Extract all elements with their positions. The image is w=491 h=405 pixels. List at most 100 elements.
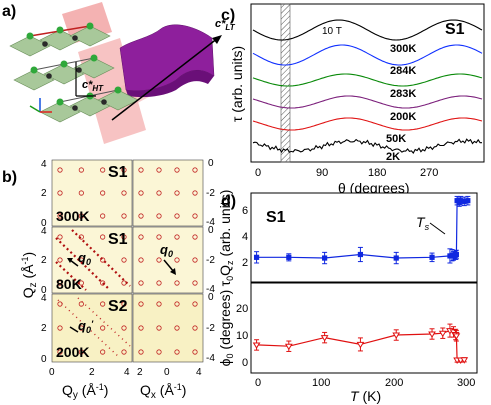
- svg-text:0: 0: [255, 167, 261, 179]
- bragg-peak: [192, 301, 198, 307]
- bragg-peak: [156, 234, 162, 240]
- bragg-peak: [100, 349, 106, 355]
- panel-b-left-yticks: 4 2 0 4 2 0 4 2 0: [41, 159, 47, 365]
- bragg-peak: [192, 280, 198, 286]
- bragg-peak: [57, 167, 63, 173]
- svg-text:4: 4: [124, 367, 130, 378]
- phi-point: [320, 335, 329, 342]
- panel-b-ylabel: Qz (Å-1): [20, 252, 39, 298]
- panel-d-bottom-yticks: 0 10 20: [236, 303, 248, 369]
- bragg-peak: [78, 213, 84, 219]
- panel-b-label: b): [2, 169, 17, 186]
- panel-c-xlabel: θ (degrees): [338, 180, 410, 196]
- bragg-peak: [156, 349, 162, 355]
- map-s1-300k-right: [132, 159, 204, 227]
- svg-text:0: 0: [208, 292, 214, 303]
- bragg-peak: [156, 280, 162, 286]
- panel-a: c*LT c*HT a): [2, 2, 236, 144]
- svg-text:200: 200: [385, 377, 403, 389]
- curve-labels: 300K 284K 283K 200K 50K 2K: [386, 43, 416, 163]
- panel-c: c) 10 T S1 300K 284K 283K 200K 50K 2K 0 …: [221, 3, 485, 196]
- map-s1-80k-right: [132, 226, 204, 294]
- bragg-peak: [138, 349, 144, 355]
- bragg-peak: [57, 325, 63, 331]
- panel-d-bottom-ylabel: ϕ0 (degrees): [217, 290, 235, 367]
- map-s2-200k-right: [132, 293, 204, 363]
- bragg-peak: [78, 349, 84, 355]
- bragg-peak: [57, 190, 63, 196]
- panel-d: d) S1 Ts 2 4 6 0 10 20 0 100 200 300 τ0Q…: [217, 190, 478, 404]
- tau-point: [458, 198, 464, 204]
- bragg-peak: [57, 280, 63, 286]
- bragg-peak: [174, 167, 180, 173]
- bragg-peak: [192, 325, 198, 331]
- svg-text:2: 2: [41, 188, 47, 199]
- phi-line: [256, 329, 465, 361]
- bragg-peak: [138, 257, 144, 263]
- bragg-peak: [57, 213, 63, 219]
- torque-curves: [252, 19, 483, 154]
- bragg-peak: [156, 213, 162, 219]
- bragg-peak: [121, 234, 127, 240]
- torque-curve-50K: [252, 117, 483, 131]
- bragg-peak: [156, 257, 162, 263]
- svg-text:2: 2: [41, 255, 47, 266]
- svg-text:4: 4: [41, 159, 47, 170]
- svg-text:4: 4: [242, 231, 248, 243]
- bragg-peak: [192, 257, 198, 263]
- svg-text:6: 6: [242, 205, 248, 217]
- bragg-peak: [138, 190, 144, 196]
- bragg-peak: [100, 234, 106, 240]
- bragg-peak: [78, 325, 84, 331]
- svg-text:-2: -2: [206, 188, 215, 199]
- sample-label-row2: S1: [108, 231, 128, 248]
- svg-text:284K: 284K: [390, 65, 416, 77]
- svg-text:300K: 300K: [390, 43, 416, 55]
- c-lt-arrow: [111, 37, 219, 121]
- bragg-peak: [192, 167, 198, 173]
- phi-point: [438, 330, 447, 338]
- bragg-peaks: [57, 167, 198, 355]
- bragg-peak: [192, 234, 198, 240]
- axis-triad-icon: [29, 98, 52, 113]
- svg-text:0: 0: [49, 367, 55, 378]
- crystal-structure: [9, 22, 139, 123]
- svg-text:270: 270: [420, 167, 438, 179]
- hatched-window: [280, 3, 291, 163]
- svg-text:90: 90: [316, 167, 328, 179]
- bragg-peak: [174, 190, 180, 196]
- panel-a-label: a): [2, 3, 16, 20]
- bragg-peak: [138, 280, 144, 286]
- svg-text:0: 0: [41, 354, 47, 365]
- svg-text:-4: -4: [206, 353, 215, 364]
- c-ht-label: c*HT: [82, 79, 104, 93]
- tau-point: [393, 255, 399, 261]
- panel-d-top-yticks: 2 4 6: [242, 205, 248, 269]
- phi-point: [460, 357, 469, 364]
- sample-label-row3: S2: [108, 298, 128, 315]
- panel-c-sample: S1: [445, 21, 465, 38]
- svg-text:-4: -4: [206, 217, 215, 228]
- svg-text:0: 0: [208, 158, 214, 169]
- phi-point: [428, 331, 436, 338]
- tau-point: [253, 254, 260, 260]
- sample-label-row1: S1: [108, 164, 128, 181]
- svg-text:20: 20: [236, 303, 248, 315]
- panel-d-sample: S1: [266, 209, 286, 226]
- svg-text:100: 100: [312, 377, 330, 389]
- q0-label-left: q0: [78, 250, 91, 267]
- bragg-peak: [192, 213, 198, 219]
- bragg-peak: [174, 257, 180, 263]
- tau-point: [429, 254, 435, 260]
- bragg-peak: [174, 349, 180, 355]
- torque-curve-283K: [252, 73, 483, 87]
- panel-d-series: [252, 195, 471, 365]
- bragg-peak: [138, 167, 144, 173]
- tau-point: [453, 251, 459, 258]
- panel-c-ylabel: τ (arb. units): [229, 46, 245, 122]
- svg-text:0: 0: [41, 218, 47, 229]
- panel-b-xticks: 0 2 4 2 0 4: [49, 367, 202, 378]
- svg-text:-2: -2: [206, 255, 215, 266]
- temp-label-row1: 300K: [56, 208, 89, 224]
- bragg-peak: [121, 349, 127, 355]
